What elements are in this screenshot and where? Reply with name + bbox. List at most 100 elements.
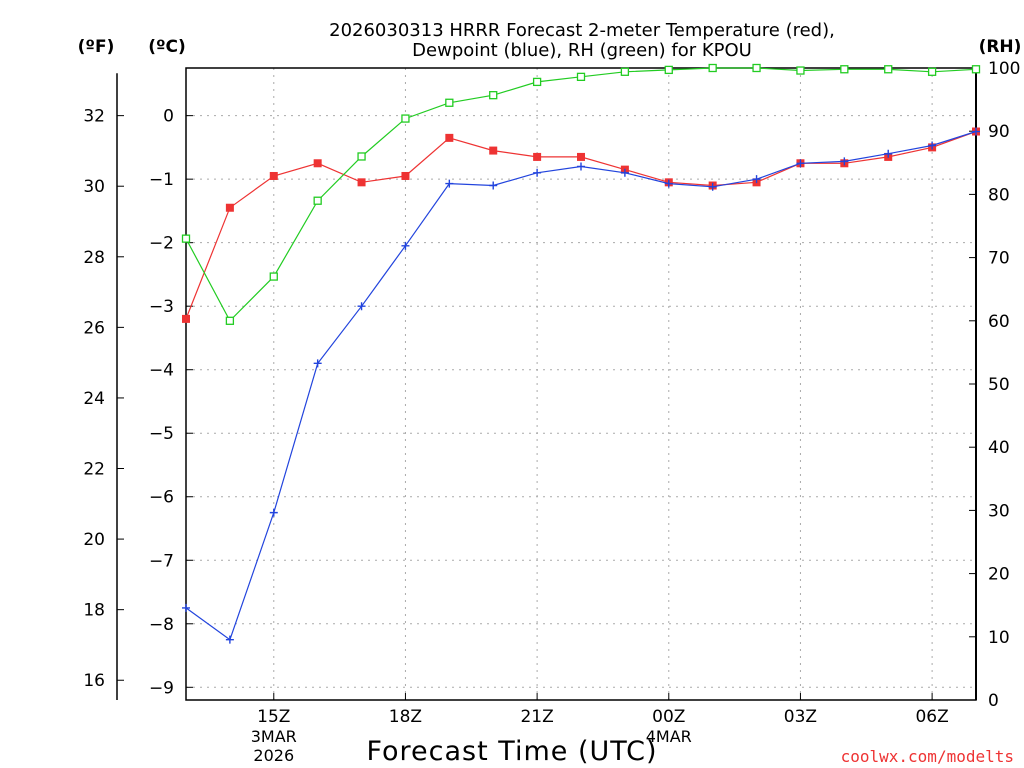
dewpoint-point [313, 359, 322, 368]
celsius-tick-label: −5 [149, 424, 174, 444]
rh-point [181, 234, 191, 243]
rh-point [752, 63, 761, 73]
x-tick-label: 15Z [257, 707, 290, 727]
fahrenheit-tick-label: 22 [83, 460, 105, 480]
celsius-tick-label: −1 [149, 170, 174, 190]
rh-tick-label: 70 [988, 249, 1010, 269]
celsius-tick-label: 0 [163, 107, 174, 127]
fahrenheit-tick-label: 26 [83, 318, 105, 338]
rh-point [357, 152, 366, 161]
rh-point [401, 114, 410, 123]
fahrenheit-tick-label: 32 [83, 107, 105, 127]
series-layer [181, 63, 981, 644]
rh-tick-label: 40 [988, 438, 1010, 458]
celsius-tick-label: −3 [149, 297, 174, 317]
celsius-unit-label: (ºC) [148, 37, 186, 57]
rh-tick-label: 60 [988, 312, 1010, 332]
temperature-point [182, 314, 190, 323]
dewpoint-point [708, 182, 717, 191]
rh-point [313, 196, 322, 205]
rh-point [576, 72, 586, 81]
dewpoint-point [357, 302, 366, 311]
rh-tick-label: 10 [988, 628, 1010, 648]
rh-point [532, 77, 542, 87]
x-tick-label: 06Z [915, 707, 948, 727]
temperature-point [313, 159, 322, 168]
rh-point [620, 67, 630, 76]
fahrenheit-tick-label: 24 [83, 389, 105, 409]
rh-tick-label: 30 [988, 501, 1010, 521]
rh-point [884, 65, 893, 74]
rh-tick-label: 80 [988, 185, 1010, 205]
rh-unit-label: (RH) [979, 37, 1022, 57]
temperature-point [445, 133, 454, 142]
temperature-point [401, 171, 410, 180]
x-axis-label: Forecast Time (UTC) [366, 736, 657, 767]
dewpoint-point [577, 162, 585, 171]
dewpoint-point [884, 149, 893, 158]
temperature-point [269, 171, 278, 180]
dewpoint-point [620, 168, 629, 177]
dewpoint-point [225, 635, 234, 644]
x-tick-sublabel: 4MAR [646, 727, 692, 746]
rh-tick-label: 90 [988, 122, 1010, 142]
dewpoint-point [182, 603, 190, 612]
rh-point [489, 91, 498, 100]
dewpoint-point [664, 179, 673, 188]
dewpoint-point [840, 157, 849, 166]
dewpoint-point [928, 141, 937, 150]
rh-tick-label: 100 [988, 59, 1020, 79]
fahrenheit-unit-label: (ºF) [78, 37, 115, 57]
fahrenheit-tick-label: 30 [83, 177, 105, 197]
dewpoint-point [796, 159, 805, 168]
fahrenheit-tick-label: 16 [83, 671, 105, 691]
x-tick-sublabel: 3MAR [251, 727, 297, 746]
rh-point [927, 67, 937, 76]
chart-title-line2: Dewpoint (blue), RH (green) for KPOU [412, 40, 752, 61]
rh-line [185, 67, 977, 322]
rh-point [445, 98, 454, 107]
x-tick-sublabel: 2026 [253, 746, 294, 765]
dewpoint-point [489, 181, 498, 190]
rh-point [840, 65, 849, 74]
rh-point [225, 316, 235, 325]
rh-point [971, 65, 981, 74]
watermark: coolwx.com/modelts [841, 747, 1014, 766]
rh-tick-label: 20 [988, 565, 1010, 585]
x-tick-label: 00Z [652, 707, 685, 727]
celsius-tick-label: −8 [149, 615, 174, 635]
dewpoint-point [445, 179, 454, 188]
celsius-tick-label: −9 [149, 678, 174, 698]
fahrenheit-tick-label: 20 [83, 530, 105, 550]
rh-series [181, 63, 981, 325]
x-tick-label: 18Z [389, 707, 422, 727]
celsius-tick-label: −7 [149, 551, 174, 571]
celsius-tick-label: −4 [149, 361, 174, 381]
rh-tick-label: 50 [988, 375, 1010, 395]
temperature-point [489, 146, 498, 155]
temperature-point [577, 152, 585, 161]
temperature-point [357, 178, 366, 187]
dewpoint-point [269, 508, 278, 517]
dewpoint-point [972, 127, 980, 136]
temperature-point [533, 152, 542, 161]
celsius-tick-label: −6 [149, 488, 174, 508]
temperature-series [182, 127, 980, 323]
rh-tick-label: 0 [988, 691, 999, 711]
rh-point [664, 65, 673, 75]
dewpoint-point [401, 241, 410, 250]
rh-point [796, 66, 805, 75]
rh-point [269, 272, 278, 281]
dewpoint-point [533, 168, 542, 177]
dewpoint-series [182, 127, 980, 644]
fahrenheit-tick-label: 18 [83, 601, 105, 621]
temperature-point [225, 203, 234, 212]
celsius-tick-label: −2 [149, 234, 174, 254]
chart-title-line1: 2026030313 HRRR Forecast 2-meter Tempera… [329, 20, 835, 41]
axes [116, 67, 977, 701]
dewpoint-point [752, 175, 761, 184]
x-tick-label: 03Z [784, 707, 817, 727]
x-tick-label: 21Z [520, 707, 553, 727]
fahrenheit-tick-label: 28 [83, 248, 105, 268]
